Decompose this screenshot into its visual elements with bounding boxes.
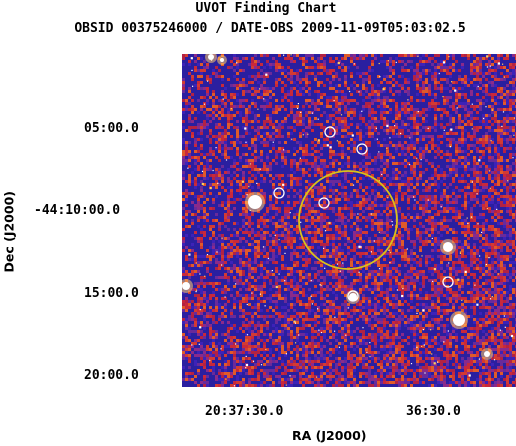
source-circle	[324, 126, 336, 138]
sky-image	[182, 54, 516, 387]
image-noise	[182, 54, 516, 387]
star-field	[182, 54, 516, 387]
y-tick-label: 15:00.0	[84, 286, 139, 301]
sky-image-panel	[182, 54, 516, 387]
source-marks	[273, 126, 454, 302]
y-tick-label: 20:00.0	[84, 368, 139, 383]
x-tick-label: 36:30.0	[406, 404, 461, 419]
source-circle	[347, 290, 359, 302]
y-tick-label: 05:00.0	[84, 121, 139, 136]
x-axis-label: RA (J2000)	[292, 428, 367, 443]
chart-subtitle: OBSID 00375246000 / DATE-OBS 2009-11-09T…	[74, 21, 466, 36]
chart-title: UVOT Finding Chart	[195, 1, 337, 16]
y-axis-label: Dec (J2000)	[1, 191, 17, 273]
target-error-circle	[298, 170, 398, 270]
source-circle	[356, 143, 368, 155]
y-tick-label: -44:10:00.0	[34, 203, 121, 218]
x-tick-label: 20:37:30.0	[205, 404, 284, 419]
source-circle	[442, 276, 454, 288]
source-circle	[318, 197, 330, 209]
source-circle	[273, 187, 285, 199]
